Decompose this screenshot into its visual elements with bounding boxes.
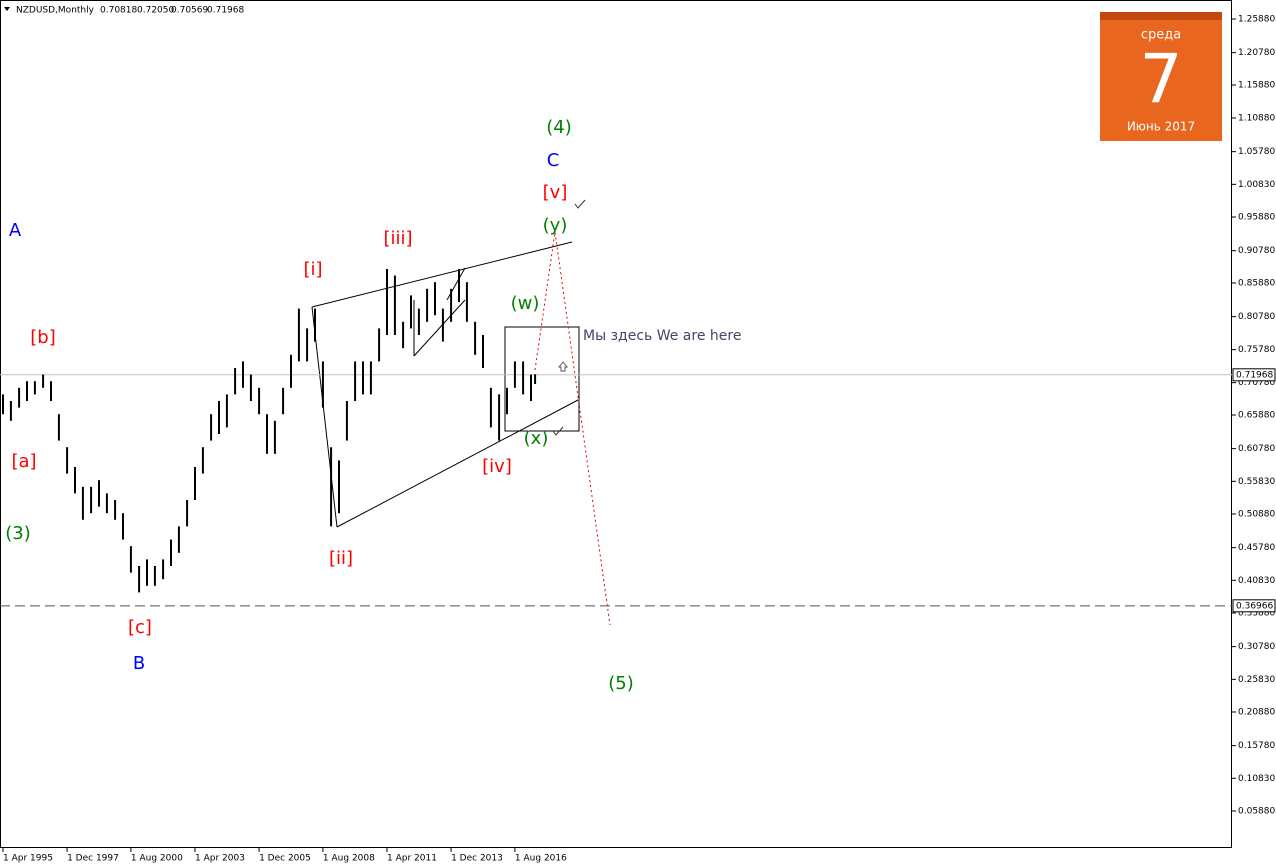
x-tick-label: 1 Dec 1997 xyxy=(67,854,119,864)
x-tick-label: 1 Apr 2011 xyxy=(387,854,437,864)
x-tick-label: 1 Apr 1995 xyxy=(3,854,53,864)
wave-label: (5) xyxy=(608,673,634,694)
x-tick-label: 1 Aug 2000 xyxy=(131,854,183,864)
y-tick-label: 0.95880 xyxy=(1238,212,1275,222)
header: NZDUSD,Monthly 0.70818 0.72050 0.70569 0… xyxy=(4,6,244,16)
wave-label: (y) xyxy=(543,215,568,236)
price-label-box xyxy=(1232,368,1276,382)
y-tick-label: 0.40830 xyxy=(1238,576,1275,586)
wave-label: [b] xyxy=(30,327,55,348)
y-tick-label: 0.20880 xyxy=(1238,707,1275,717)
plot-frame xyxy=(0,0,1232,848)
drawings xyxy=(311,199,611,626)
wedge-upper xyxy=(311,241,573,308)
wave-label: [c] xyxy=(128,617,152,638)
wave-label: [i] xyxy=(303,259,322,280)
y-tick-label: 0.65880 xyxy=(1238,410,1275,420)
wave-label: [iii] xyxy=(383,228,412,249)
y-tick-label: 0.55830 xyxy=(1238,477,1275,487)
y-tick-label: 0.75780 xyxy=(1238,345,1275,355)
check-icon xyxy=(552,426,564,436)
price-label-box xyxy=(1232,599,1276,613)
price-label: 0.36966 xyxy=(1236,601,1273,611)
y-tick-label: 1.00830 xyxy=(1238,180,1275,190)
calendar: среда 7 Июнь 2017 xyxy=(1100,12,1222,141)
symbol: NZDUSD,Monthly xyxy=(16,6,95,16)
y-tick-label: 0.60780 xyxy=(1238,444,1275,454)
y-tick-label: 0.35880 xyxy=(1238,608,1275,618)
calendar-month: Июнь 2017 xyxy=(1127,120,1195,134)
price-label: 0.71968 xyxy=(1236,370,1273,380)
wave-label: B xyxy=(133,653,145,674)
y-tick-label: 0.05880 xyxy=(1238,806,1275,816)
y-tick-label: 0.45780 xyxy=(1238,543,1275,553)
calendar-card xyxy=(1100,12,1222,141)
menu-triangle xyxy=(4,7,10,11)
x-tick-label: 1 Apr 2003 xyxy=(195,854,245,864)
wave-label: (x) xyxy=(524,428,549,449)
calendar-day: 7 xyxy=(1139,41,1182,120)
quote-low: 0.70569 xyxy=(171,6,208,16)
wave-label: (3) xyxy=(5,523,31,544)
y-tick-label: 1.10880 xyxy=(1238,114,1275,124)
projection xyxy=(534,231,611,626)
wave-label: (4) xyxy=(546,117,572,138)
check-icon xyxy=(574,199,586,209)
y-tick-label: 0.90780 xyxy=(1238,246,1275,256)
y-tick-label: 0.15780 xyxy=(1238,741,1275,751)
y-tick-label: 0.10830 xyxy=(1238,774,1275,784)
y-tick-label: 0.70780 xyxy=(1238,378,1275,388)
y-tick-label: 1.25880 xyxy=(1238,15,1275,25)
focus-box xyxy=(504,326,580,432)
x-tick-label: 1 Dec 2013 xyxy=(451,854,503,864)
calendar-weekday: среда xyxy=(1141,28,1181,43)
wedge-lower xyxy=(336,399,579,528)
wedge-side xyxy=(311,306,338,528)
quote-open: 0.70818 xyxy=(100,6,137,16)
wave-label: Мы здесь We are here xyxy=(583,328,741,344)
x-tick-label: 1 Aug 2008 xyxy=(323,854,375,864)
quote-high: 0.72050 xyxy=(137,6,174,16)
y-tick-label: 1.20780 xyxy=(1238,48,1275,58)
inner-line xyxy=(446,267,466,301)
x-tick-label: 1 Dec 2005 xyxy=(259,854,311,864)
wave-label: C xyxy=(547,150,560,171)
wave-label: A xyxy=(9,220,22,241)
x-tick-label: 1 Aug 2016 xyxy=(515,854,567,864)
inner-line xyxy=(413,299,466,357)
wave-label: [v] xyxy=(543,182,568,203)
wave-label: [ii] xyxy=(329,548,353,569)
y-tick-label: 0.25830 xyxy=(1238,675,1275,685)
y-tick-label: 0.80780 xyxy=(1238,312,1275,322)
y-tick-label: 1.15880 xyxy=(1238,81,1275,91)
y-tick-label: 0.50880 xyxy=(1238,509,1275,519)
y-tick-label: 0.85880 xyxy=(1238,278,1275,288)
wave-label: [iv] xyxy=(482,456,512,477)
wave-label: [a] xyxy=(11,451,36,472)
y-tick-label: 0.30780 xyxy=(1238,642,1275,652)
y-tick-label: 1.05780 xyxy=(1238,147,1275,157)
calendar-binding xyxy=(1100,12,1222,20)
wave-label: (w) xyxy=(511,293,540,314)
quote-close: 0.71968 xyxy=(207,6,244,16)
arrow-icon xyxy=(557,361,569,372)
